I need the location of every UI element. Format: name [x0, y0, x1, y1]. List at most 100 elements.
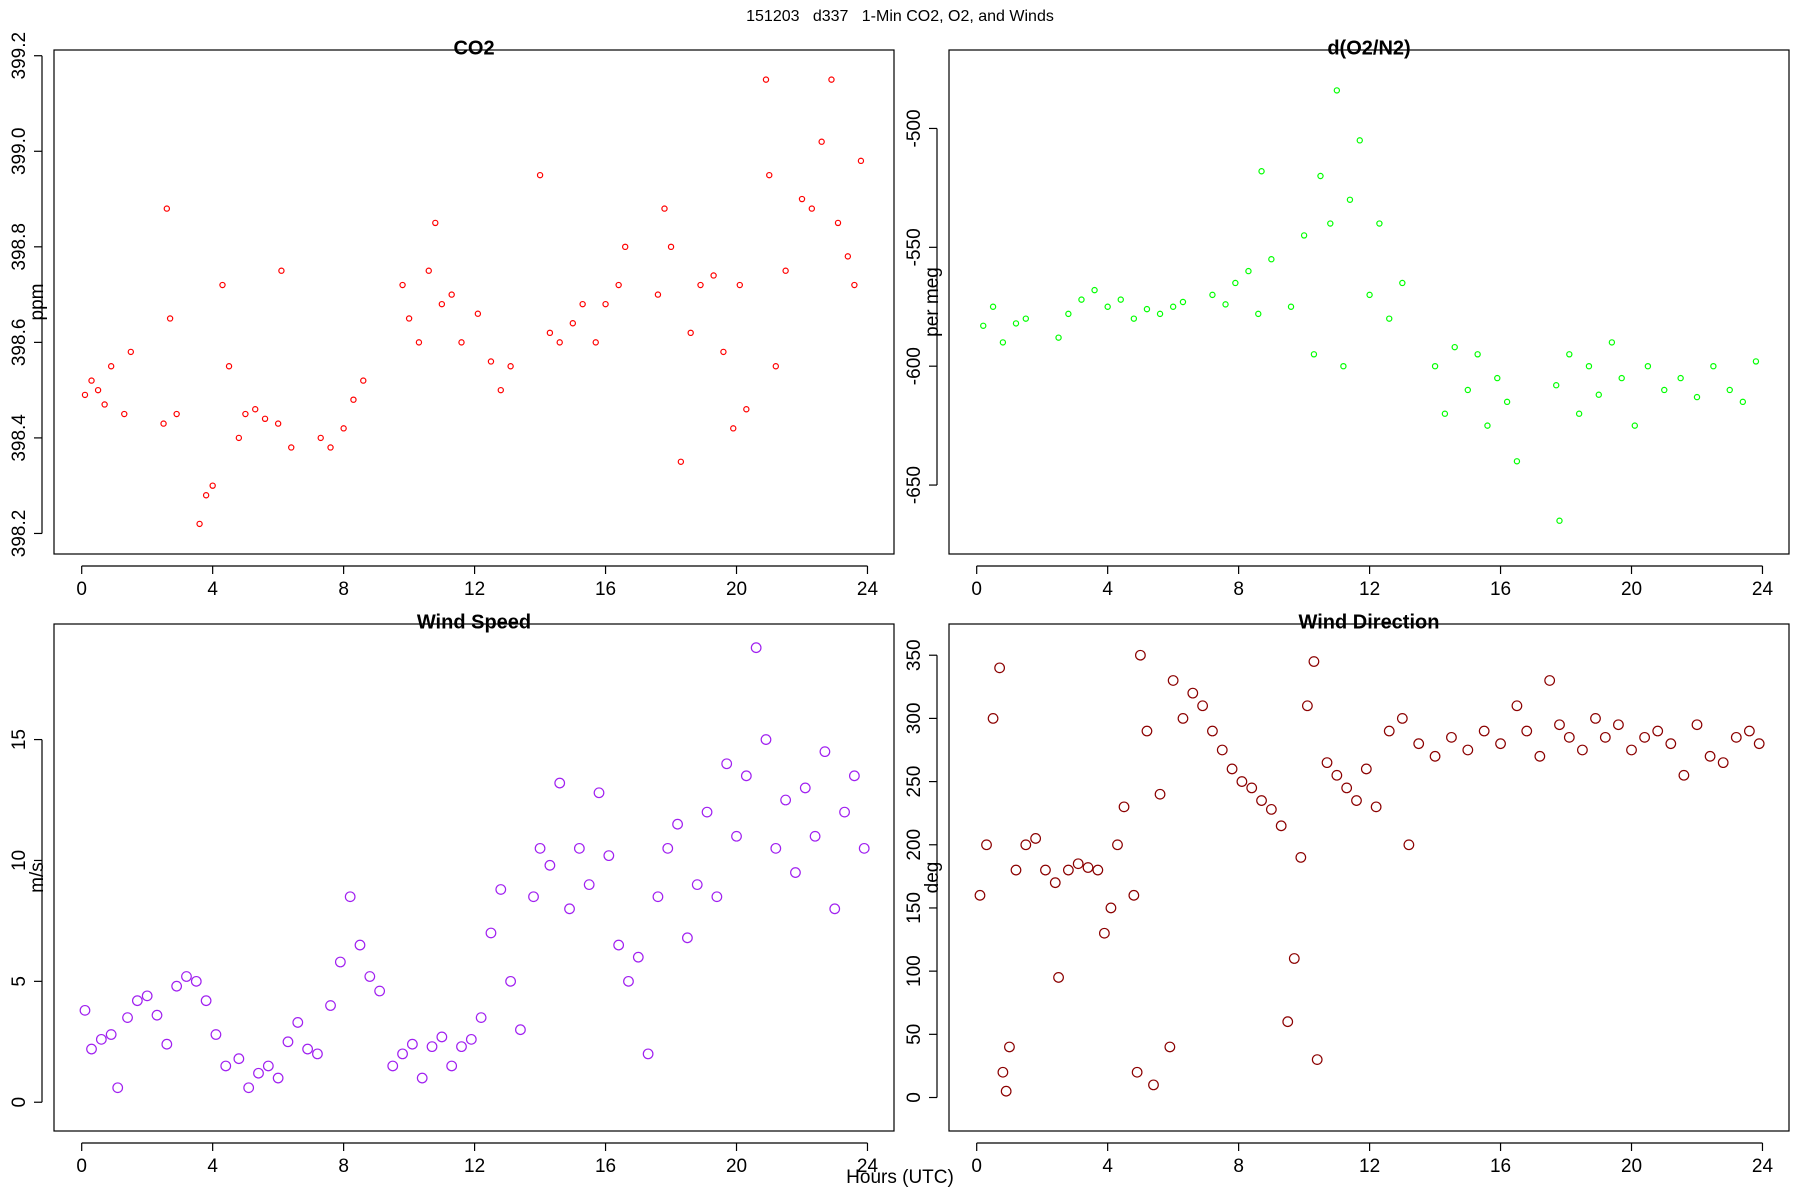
- point: [1503, 398, 1511, 406]
- point: [1726, 386, 1733, 394]
- panel-title: CO2: [453, 37, 494, 59]
- point: [302, 1043, 314, 1055]
- point: [242, 410, 249, 418]
- y-tick-label: 15: [9, 729, 30, 750]
- point: [282, 1036, 294, 1048]
- point: [743, 406, 750, 413]
- point: [834, 219, 842, 227]
- y-tick-label: -500: [904, 109, 925, 147]
- point: [1413, 738, 1425, 750]
- point: [465, 1033, 477, 1045]
- point: [851, 281, 858, 289]
- point: [687, 329, 694, 337]
- point: [1566, 351, 1573, 358]
- point: [1678, 769, 1690, 781]
- x-tick-label: 20: [1621, 579, 1642, 600]
- y-tick-label: 398.2: [9, 510, 30, 558]
- point: [1141, 725, 1153, 737]
- point: [1143, 305, 1151, 313]
- point: [1091, 286, 1098, 294]
- point: [766, 171, 773, 179]
- point: [1370, 801, 1382, 813]
- point: [458, 339, 465, 346]
- x-tick-label: 0: [971, 1156, 982, 1177]
- x-tick-label: 4: [207, 1156, 218, 1177]
- point: [1078, 296, 1085, 303]
- point: [415, 339, 423, 346]
- point: [161, 1038, 173, 1050]
- point: [340, 425, 347, 432]
- point: [1340, 362, 1347, 370]
- x-tick-label: 12: [1359, 579, 1380, 600]
- y-tick-label: -650: [904, 466, 925, 504]
- point: [1311, 1054, 1323, 1066]
- point: [1511, 700, 1523, 712]
- point: [1072, 858, 1084, 870]
- point: [1187, 687, 1199, 699]
- point: [1065, 310, 1072, 318]
- point: [1346, 196, 1354, 203]
- point: [1383, 725, 1395, 737]
- point: [1117, 296, 1124, 303]
- point: [95, 1033, 107, 1045]
- plot-frame: [948, 623, 1790, 1132]
- point: [809, 830, 821, 842]
- point: [602, 300, 609, 308]
- point: [1521, 725, 1533, 737]
- y-axis-label: ppm: [27, 284, 48, 321]
- point: [740, 770, 752, 782]
- point: [196, 520, 203, 528]
- point: [997, 1066, 1009, 1078]
- point: [354, 939, 366, 951]
- x-tick-label: 20: [726, 1156, 747, 1177]
- point: [1590, 712, 1601, 724]
- point: [987, 712, 999, 724]
- x-tick-label: 16: [595, 579, 616, 600]
- point: [1062, 864, 1074, 876]
- x-tick-label: 8: [338, 1156, 349, 1177]
- point: [989, 303, 997, 310]
- point: [1554, 719, 1565, 731]
- point: [621, 243, 629, 251]
- point: [1131, 1066, 1143, 1078]
- point: [438, 300, 446, 308]
- point: [528, 891, 539, 903]
- point: [1386, 315, 1393, 322]
- point: [495, 884, 507, 895]
- point: [278, 267, 285, 274]
- point: [1608, 339, 1616, 346]
- point: [1366, 291, 1373, 299]
- point: [808, 205, 816, 212]
- point: [691, 879, 703, 891]
- point: [243, 1082, 255, 1094]
- point: [1245, 267, 1252, 275]
- point: [1376, 220, 1383, 227]
- point: [426, 1041, 438, 1053]
- point: [1169, 303, 1177, 310]
- point: [632, 951, 644, 963]
- point: [654, 291, 662, 298]
- point: [1730, 731, 1742, 743]
- point: [515, 1024, 526, 1036]
- point: [1677, 374, 1684, 382]
- point: [210, 1029, 222, 1040]
- point: [507, 363, 514, 370]
- point: [86, 1043, 97, 1055]
- y-tick-label: 399.2: [9, 32, 30, 80]
- point: [1403, 839, 1415, 851]
- point: [1613, 719, 1624, 731]
- point: [1288, 953, 1300, 964]
- point: [762, 76, 770, 83]
- point: [1104, 303, 1111, 310]
- point: [848, 770, 860, 782]
- point: [497, 386, 504, 394]
- point: [1665, 738, 1677, 750]
- point: [662, 842, 674, 854]
- y-tick-label: 398.8: [9, 223, 30, 271]
- point: [1130, 315, 1138, 322]
- point: [272, 1072, 284, 1084]
- point: [112, 1082, 124, 1094]
- y-tick-label: 100: [904, 955, 925, 987]
- point: [672, 818, 683, 830]
- point: [1691, 719, 1703, 731]
